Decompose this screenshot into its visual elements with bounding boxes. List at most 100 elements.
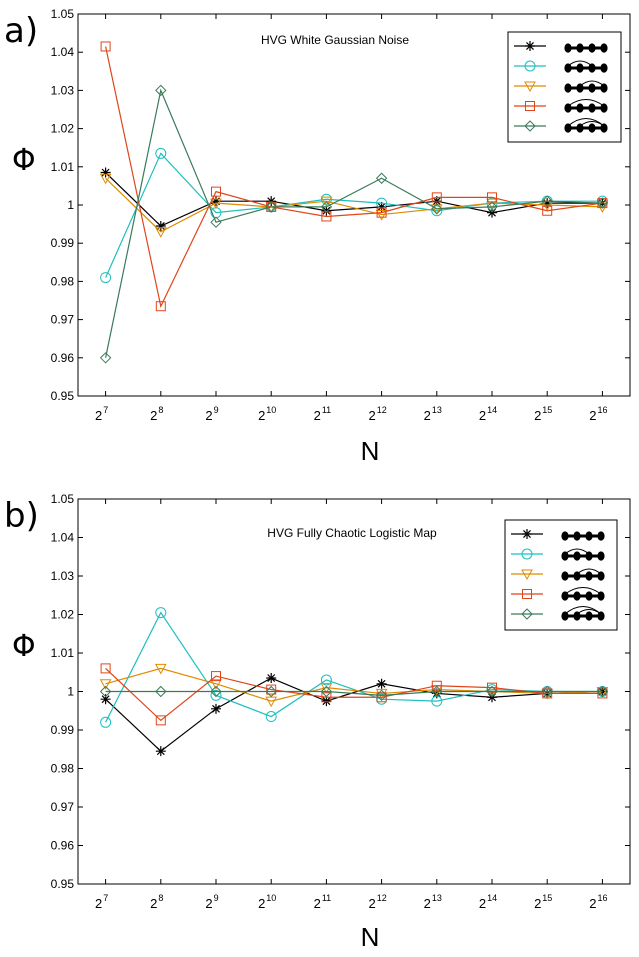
data-point	[431, 192, 442, 203]
data-point	[320, 683, 333, 694]
legend-marker	[524, 81, 536, 93]
y-tick-label: 0.95	[51, 389, 75, 403]
series-line	[105, 690, 603, 696]
data-point	[596, 197, 609, 209]
motif-node	[573, 591, 581, 601]
x-tick-label: 211	[314, 405, 332, 423]
data-point	[155, 607, 167, 619]
data-point	[211, 196, 221, 207]
x-tick-label: 27	[95, 893, 108, 911]
series-diamond	[99, 84, 609, 364]
data-point	[487, 682, 497, 693]
data-point	[431, 203, 443, 215]
data-point	[376, 678, 387, 689]
data-point	[210, 198, 222, 210]
y-tick-label: 1.01	[51, 160, 75, 174]
data-point	[375, 688, 388, 700]
legend-marker	[522, 529, 532, 539]
motif-arc	[567, 99, 605, 107]
motif-node	[576, 123, 584, 133]
motif-node	[561, 551, 569, 561]
data-point	[155, 221, 166, 232]
data-point	[320, 685, 333, 698]
panel-label: a)	[4, 11, 38, 51]
data-point	[376, 207, 387, 218]
data-point	[431, 688, 442, 699]
legend-marker	[521, 569, 533, 581]
motif-arc	[564, 548, 590, 555]
x-tick-label: 29	[205, 893, 218, 911]
x-tick-label: 29	[205, 405, 218, 423]
motif-node	[585, 551, 593, 561]
data-point	[375, 210, 388, 221]
x-tick-label: 215	[534, 893, 552, 911]
data-point	[431, 685, 443, 698]
series-square	[100, 663, 608, 726]
series-star	[100, 673, 608, 757]
data-point	[486, 198, 498, 210]
motif-node	[600, 63, 608, 73]
motif-node	[585, 531, 593, 541]
motif-node	[573, 531, 581, 541]
data-point	[155, 685, 167, 698]
motif-node	[597, 611, 605, 621]
motif-node	[588, 83, 596, 93]
x-tick-label: 210	[258, 893, 276, 911]
y-tick-label: 1.05	[51, 7, 75, 21]
motif-node	[585, 591, 593, 601]
y-tick-label: 0.95	[51, 877, 75, 891]
motif-node	[585, 571, 593, 581]
data-point	[211, 703, 221, 714]
motif-node	[573, 571, 581, 581]
y-tick-label: 0.97	[51, 800, 75, 814]
series-line	[105, 172, 603, 227]
motif-node	[597, 551, 605, 561]
data-point	[265, 711, 277, 723]
data-point	[154, 227, 167, 238]
data-point	[431, 680, 442, 691]
data-point	[487, 207, 497, 218]
data-point	[320, 674, 332, 686]
x-axis-label: N	[361, 922, 380, 952]
series-triangle-down	[99, 663, 609, 708]
data-point	[100, 716, 112, 728]
y-tick-label: 1.03	[51, 83, 75, 97]
legend-marker	[522, 589, 532, 599]
data-point	[210, 689, 222, 701]
y-tick-label: 0.99	[51, 723, 75, 737]
motif-arc	[576, 609, 602, 615]
data-point	[321, 205, 332, 216]
motif-arc	[579, 121, 605, 127]
motif-node	[588, 43, 596, 53]
panel-label: b)	[4, 496, 39, 536]
series-diamond	[99, 685, 609, 702]
motif-node	[588, 103, 596, 113]
motif-node	[561, 571, 569, 581]
series-line	[105, 667, 603, 722]
motif-node	[588, 63, 596, 73]
data-point	[486, 685, 498, 698]
legend-marker	[525, 41, 535, 51]
data-point	[597, 688, 608, 699]
chart-panel: 0.95 0.96 0.97 0.98 0.99 1 1.01 1.02 1.03 1.04 1.0…	[4, 492, 631, 952]
x-tick-label: 210	[258, 405, 276, 423]
data-point	[542, 688, 553, 699]
data-point	[320, 196, 333, 208]
legend-marker	[524, 60, 536, 72]
legend-marker	[525, 101, 535, 111]
series-line	[105, 677, 603, 752]
data-point	[155, 84, 167, 97]
y-tick-label: 0.96	[51, 351, 75, 365]
y-tick-label: 1.02	[51, 122, 75, 136]
data-point	[541, 195, 553, 207]
x-tick-label: 214	[479, 893, 497, 911]
data-point	[321, 696, 332, 707]
x-axis-label: N	[361, 436, 380, 466]
data-point	[266, 673, 277, 684]
y-tick-label: 1	[67, 198, 74, 212]
x-tick-label: 212	[368, 405, 386, 423]
series-line	[105, 177, 603, 233]
motif-node	[564, 103, 572, 113]
data-point	[100, 272, 112, 284]
